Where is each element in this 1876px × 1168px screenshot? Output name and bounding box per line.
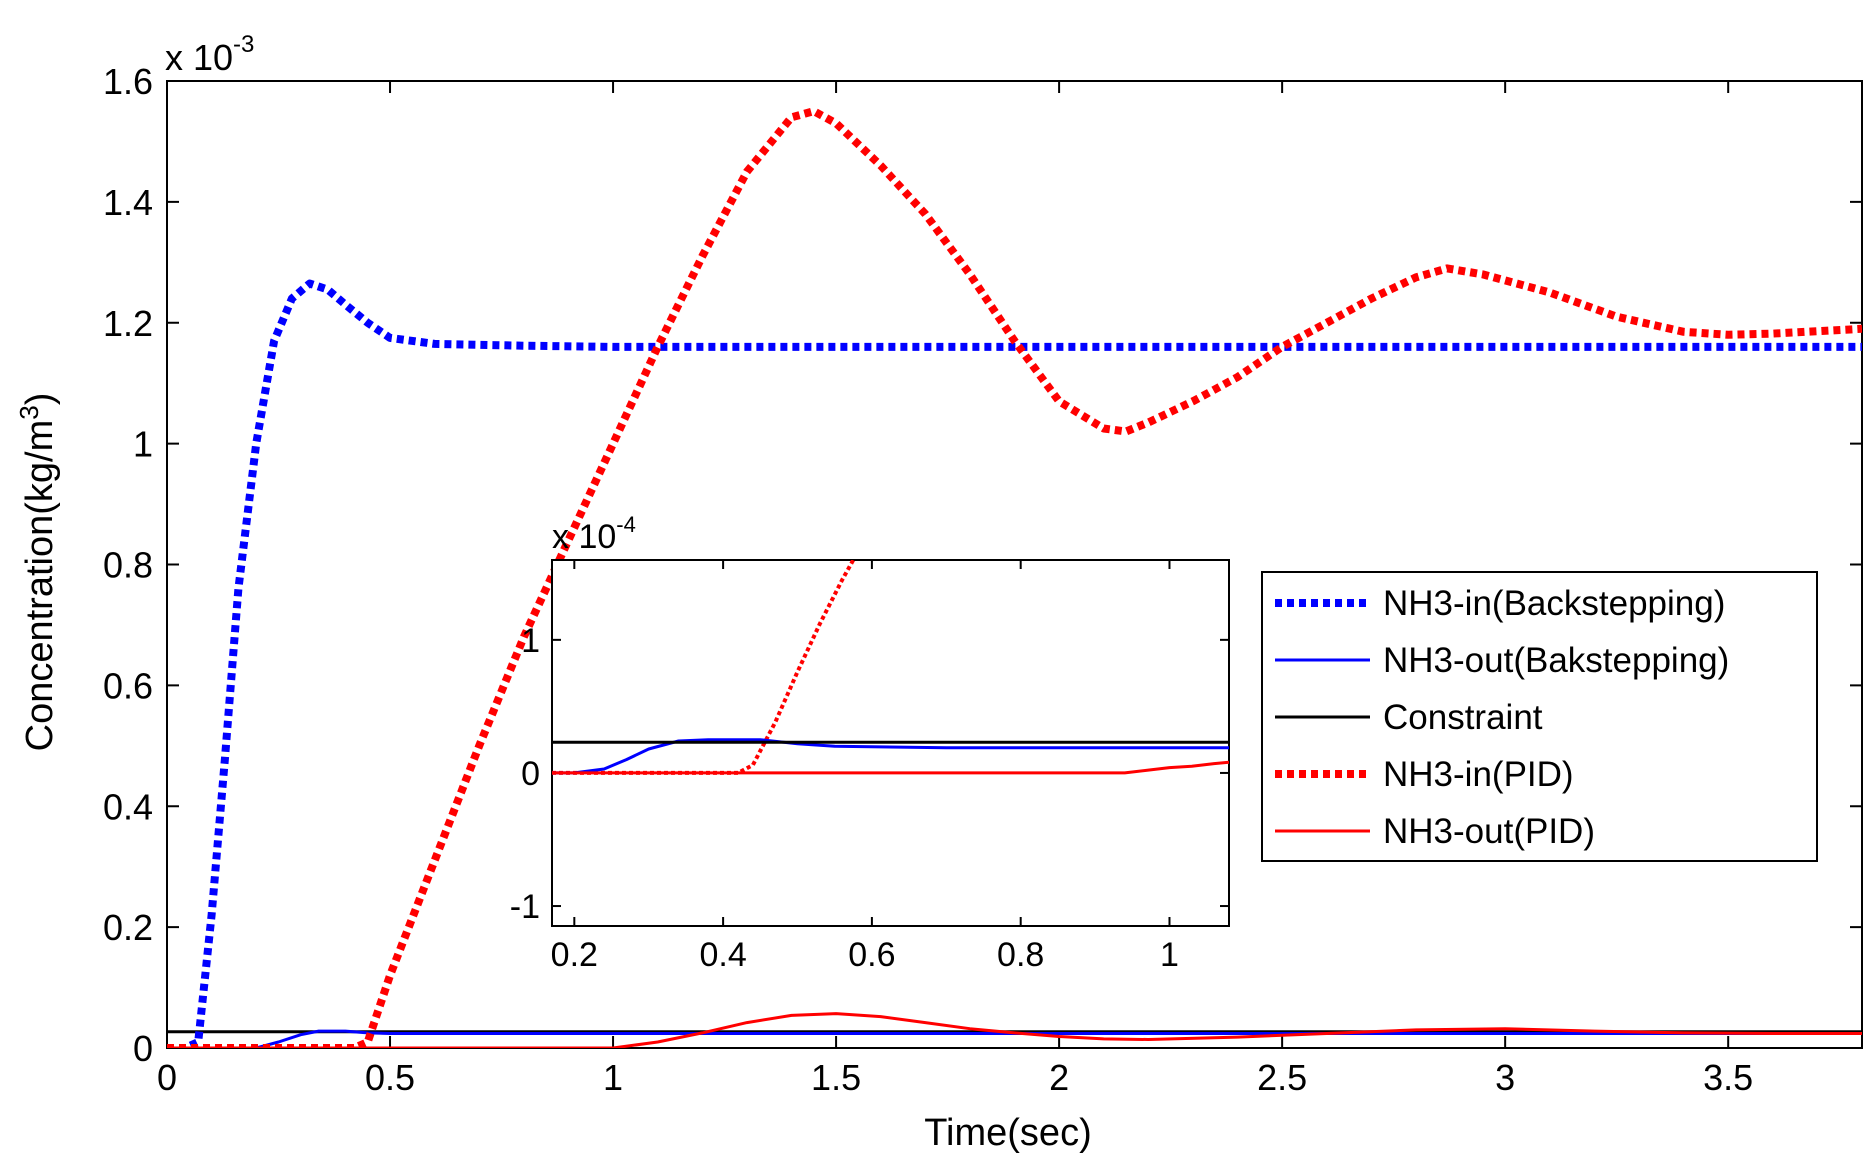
legend-label: NH3-in(Backstepping)	[1383, 584, 1725, 623]
inset-x-ticks: 0.2 0.4 0.6 0.8 1	[551, 560, 1179, 974]
series-line-NH3-in(Backstepping)	[167, 279, 1862, 1048]
inset-axes: 0.2 0.4 0.6 0.8 1 -1 0 1	[510, 559, 1230, 974]
inset-y-tick-label: -1	[510, 888, 540, 926]
y-tick-label: 0.6	[103, 665, 153, 706]
y-tick-label: 1.4	[103, 182, 153, 223]
y-axis-label: Concentration(kg/m3)	[14, 393, 61, 752]
inset-x-tick-label: 0.8	[997, 936, 1044, 974]
inset-y-multiplier-label: x 10-4	[552, 512, 636, 556]
x-tick-label: 3	[1495, 1057, 1515, 1098]
main-x-ticks: 0 0.5 1 1.5 2 2.5 3 3.5	[157, 81, 1753, 1098]
inset-x-tick-label: 0.4	[699, 936, 746, 974]
legend-label: NH3-out(PID)	[1383, 812, 1595, 851]
legend-items: NH3-in(Backstepping) NH3-out(Bakstepping)…	[1275, 584, 1729, 851]
main-y-ticks: 0 0.2 0.4 0.6 0.8 1 1.2 1.4 1.6	[103, 61, 1862, 1069]
y-tick-label: 1	[133, 424, 153, 465]
inset-series-line-NH3-out(Bakstepping)	[552, 738, 1229, 775]
y-tick-label: 1.6	[103, 61, 153, 102]
inset-x-tick-label: 0.2	[551, 936, 598, 974]
legend-label: NH3-out(Bakstepping)	[1383, 641, 1729, 680]
inset-x-tick-label: 0.6	[848, 936, 895, 974]
x-tick-label: 3.5	[1703, 1057, 1753, 1098]
series-line-NH3-out(PID)	[167, 1012, 1862, 1048]
x-tick-label: 0	[157, 1057, 177, 1098]
inset-series-line-NH3-out(PID)	[552, 760, 1229, 775]
inset-y-tick-label: 1	[521, 622, 540, 660]
y-tick-label: 0.8	[103, 545, 153, 586]
inset-x-tick-label: 1	[1160, 936, 1179, 974]
x-tick-label: 2	[1049, 1057, 1069, 1098]
legend-label: NH3-in(PID)	[1383, 755, 1574, 794]
legend-label: Constraint	[1383, 698, 1543, 737]
y-multiplier-label: x 10-3	[165, 31, 254, 78]
inset-series	[552, 560, 1229, 775]
x-tick-label: 1.5	[811, 1057, 861, 1098]
x-tick-label: 1	[603, 1057, 623, 1098]
series-line-NH3-in(PID)	[167, 107, 1862, 1048]
y-tick-label: 0	[133, 1028, 153, 1069]
y-tick-label: 0.4	[103, 786, 153, 827]
legend: NH3-in(Backstepping) NH3-out(Bakstepping)…	[1261, 571, 1818, 862]
y-tick-label: 1.2	[103, 303, 153, 344]
inset-y-tick-label: 0	[521, 755, 540, 793]
y-tick-label: 0.2	[103, 907, 153, 948]
x-tick-label: 0.5	[365, 1057, 415, 1098]
main-series	[167, 107, 1862, 1048]
series-line-NH3-out(Bakstepping)	[167, 1029, 1862, 1048]
inset-series-line-NH3-in(PID)	[552, 560, 856, 775]
x-axis-label: Time(sec)	[924, 1112, 1091, 1154]
x-tick-label: 2.5	[1257, 1057, 1307, 1098]
